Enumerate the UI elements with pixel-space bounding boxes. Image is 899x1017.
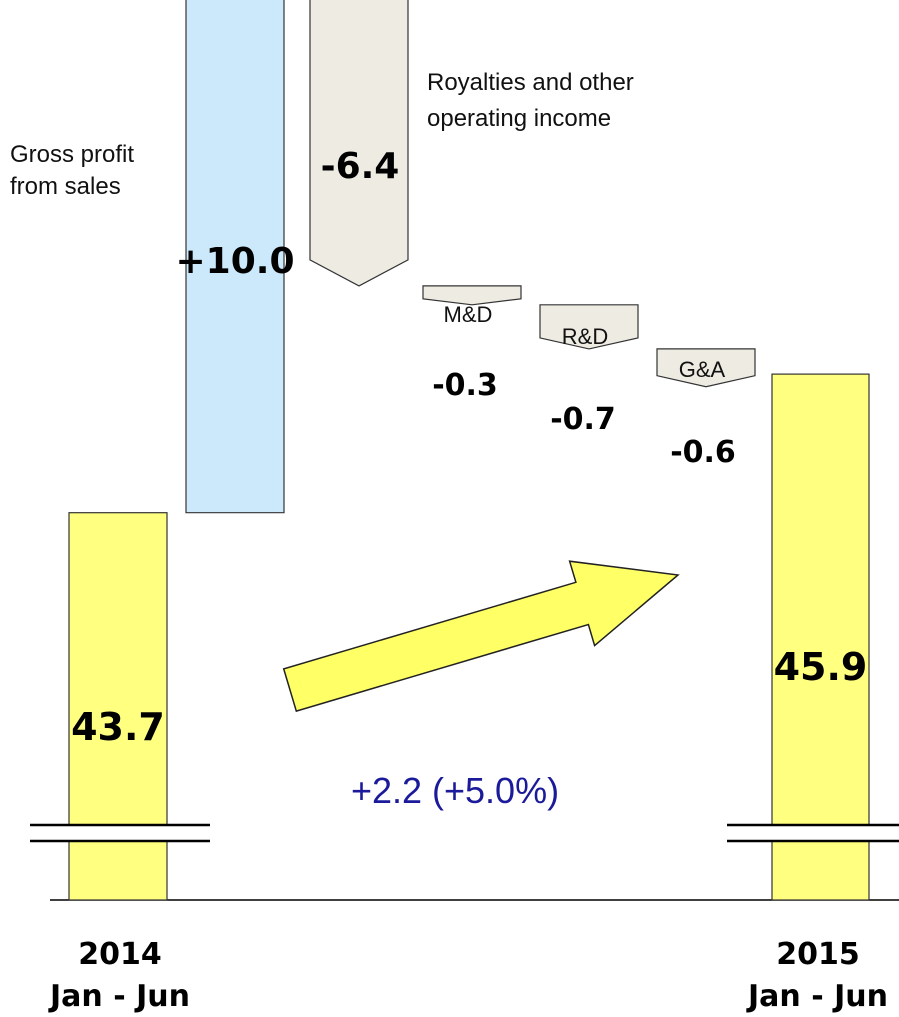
end-year-label: 2015 [776,937,860,972]
step-name-4: R&D [562,324,608,349]
step-bar-1 [185,0,285,514]
start-year-label: 2014 [78,937,162,972]
step-value-2: -6.4 [321,146,400,187]
step-value-5: -0.6 [670,435,736,470]
bar-end-value: 45.9 [774,645,868,689]
step-name-3: M&D [444,302,493,327]
step-name-1: Gross profit from sales [10,141,134,200]
step-bar-4 [539,304,639,350]
step-value-4: -0.7 [550,402,616,437]
step-value-3: -0.3 [432,368,498,403]
change-arrow [282,560,680,713]
start-break-gap [30,825,210,841]
step-name-5: G&A [679,357,726,382]
step-bar-3 [422,285,522,306]
bar-end [771,373,870,901]
end-period-label: Jan - Jun [746,979,888,1014]
change-label: +2.2 (+5.0%) [351,770,559,811]
end-break-gap [727,825,899,841]
step-bar-2 [309,0,409,287]
start-period-label: Jan - Jun [48,979,190,1014]
step-bar-5 [656,348,756,388]
step-value-1: +10.0 [176,241,295,282]
step-name-2: Royalties and other operating income [427,69,634,132]
bar-start-value: 43.7 [71,705,165,749]
